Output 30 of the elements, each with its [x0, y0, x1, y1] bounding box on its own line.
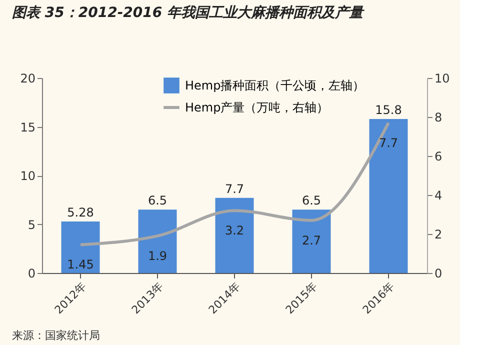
chart-title: 图表 35：2012-2016 年我国工业大麻播种面积及产量 [12, 4, 365, 21]
bar [138, 210, 177, 273]
y2-tick-label: 8 [434, 110, 442, 124]
data-label: 7.7 [378, 136, 398, 150]
legend-label: Hemp播种面积（千公顷，左轴） [185, 78, 365, 92]
source-note: 来源：国家统计局 [12, 329, 100, 342]
y-tick-label: 0 [28, 266, 36, 280]
data-label: 15.8 [375, 102, 402, 117]
data-label: 3.2 [224, 224, 244, 238]
data-label: 7.7 [224, 182, 244, 196]
y-tick-label: 10 [20, 169, 36, 183]
bar [61, 222, 100, 273]
bar [369, 118, 408, 273]
bar [215, 198, 254, 273]
y-tick-label: 5 [28, 218, 36, 232]
data-label: 6.5 [148, 194, 168, 208]
y-tick-label: 20 [20, 72, 36, 86]
y2-tick-label: 0 [434, 266, 442, 280]
data-label: 5.28 [67, 206, 94, 220]
y2-tick-label: 10 [434, 72, 450, 86]
y2-tick-label: 2 [434, 228, 442, 242]
y2-tick-label: 4 [434, 188, 442, 202]
bar [292, 210, 331, 273]
y-tick-label: 15 [20, 120, 36, 134]
data-label: 2.7 [302, 233, 322, 248]
data-label: 1.9 [148, 248, 168, 263]
data-label: 6.5 [302, 194, 322, 208]
data-label: 1.45 [67, 258, 94, 272]
legend-label: Hemp产量（万吨，右轴） [185, 100, 329, 114]
y2-tick-label: 6 [434, 150, 442, 164]
